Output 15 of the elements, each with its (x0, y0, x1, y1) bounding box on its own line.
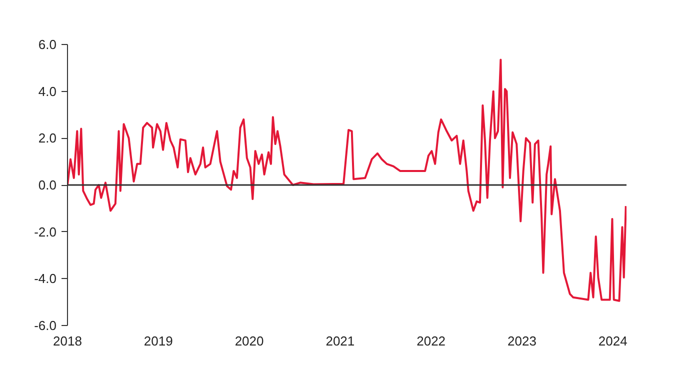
y-tick-label: -4.0 (34, 271, 57, 286)
y-tick-label: 0.0 (38, 178, 57, 192)
line-series (68, 58, 626, 302)
x-tick-label: 2022 (416, 334, 446, 348)
y-tick-label: 2.0 (38, 130, 57, 146)
x-tick-label: 2024 (598, 334, 628, 348)
x-tick-label: 2023 (508, 334, 536, 348)
x-tick-label: 2019 (144, 334, 173, 348)
y-tick-label: -6.0 (34, 318, 57, 333)
y-tick-label: 4.0 (38, 84, 57, 99)
y-tick-label: -2.0 (34, 224, 57, 240)
x-tick-label: 2020 (234, 334, 264, 348)
y-tick-label: 6.0 (38, 37, 57, 52)
x-tick-label: 2021 (326, 334, 355, 348)
x-tick-label: 2018 (53, 334, 82, 348)
